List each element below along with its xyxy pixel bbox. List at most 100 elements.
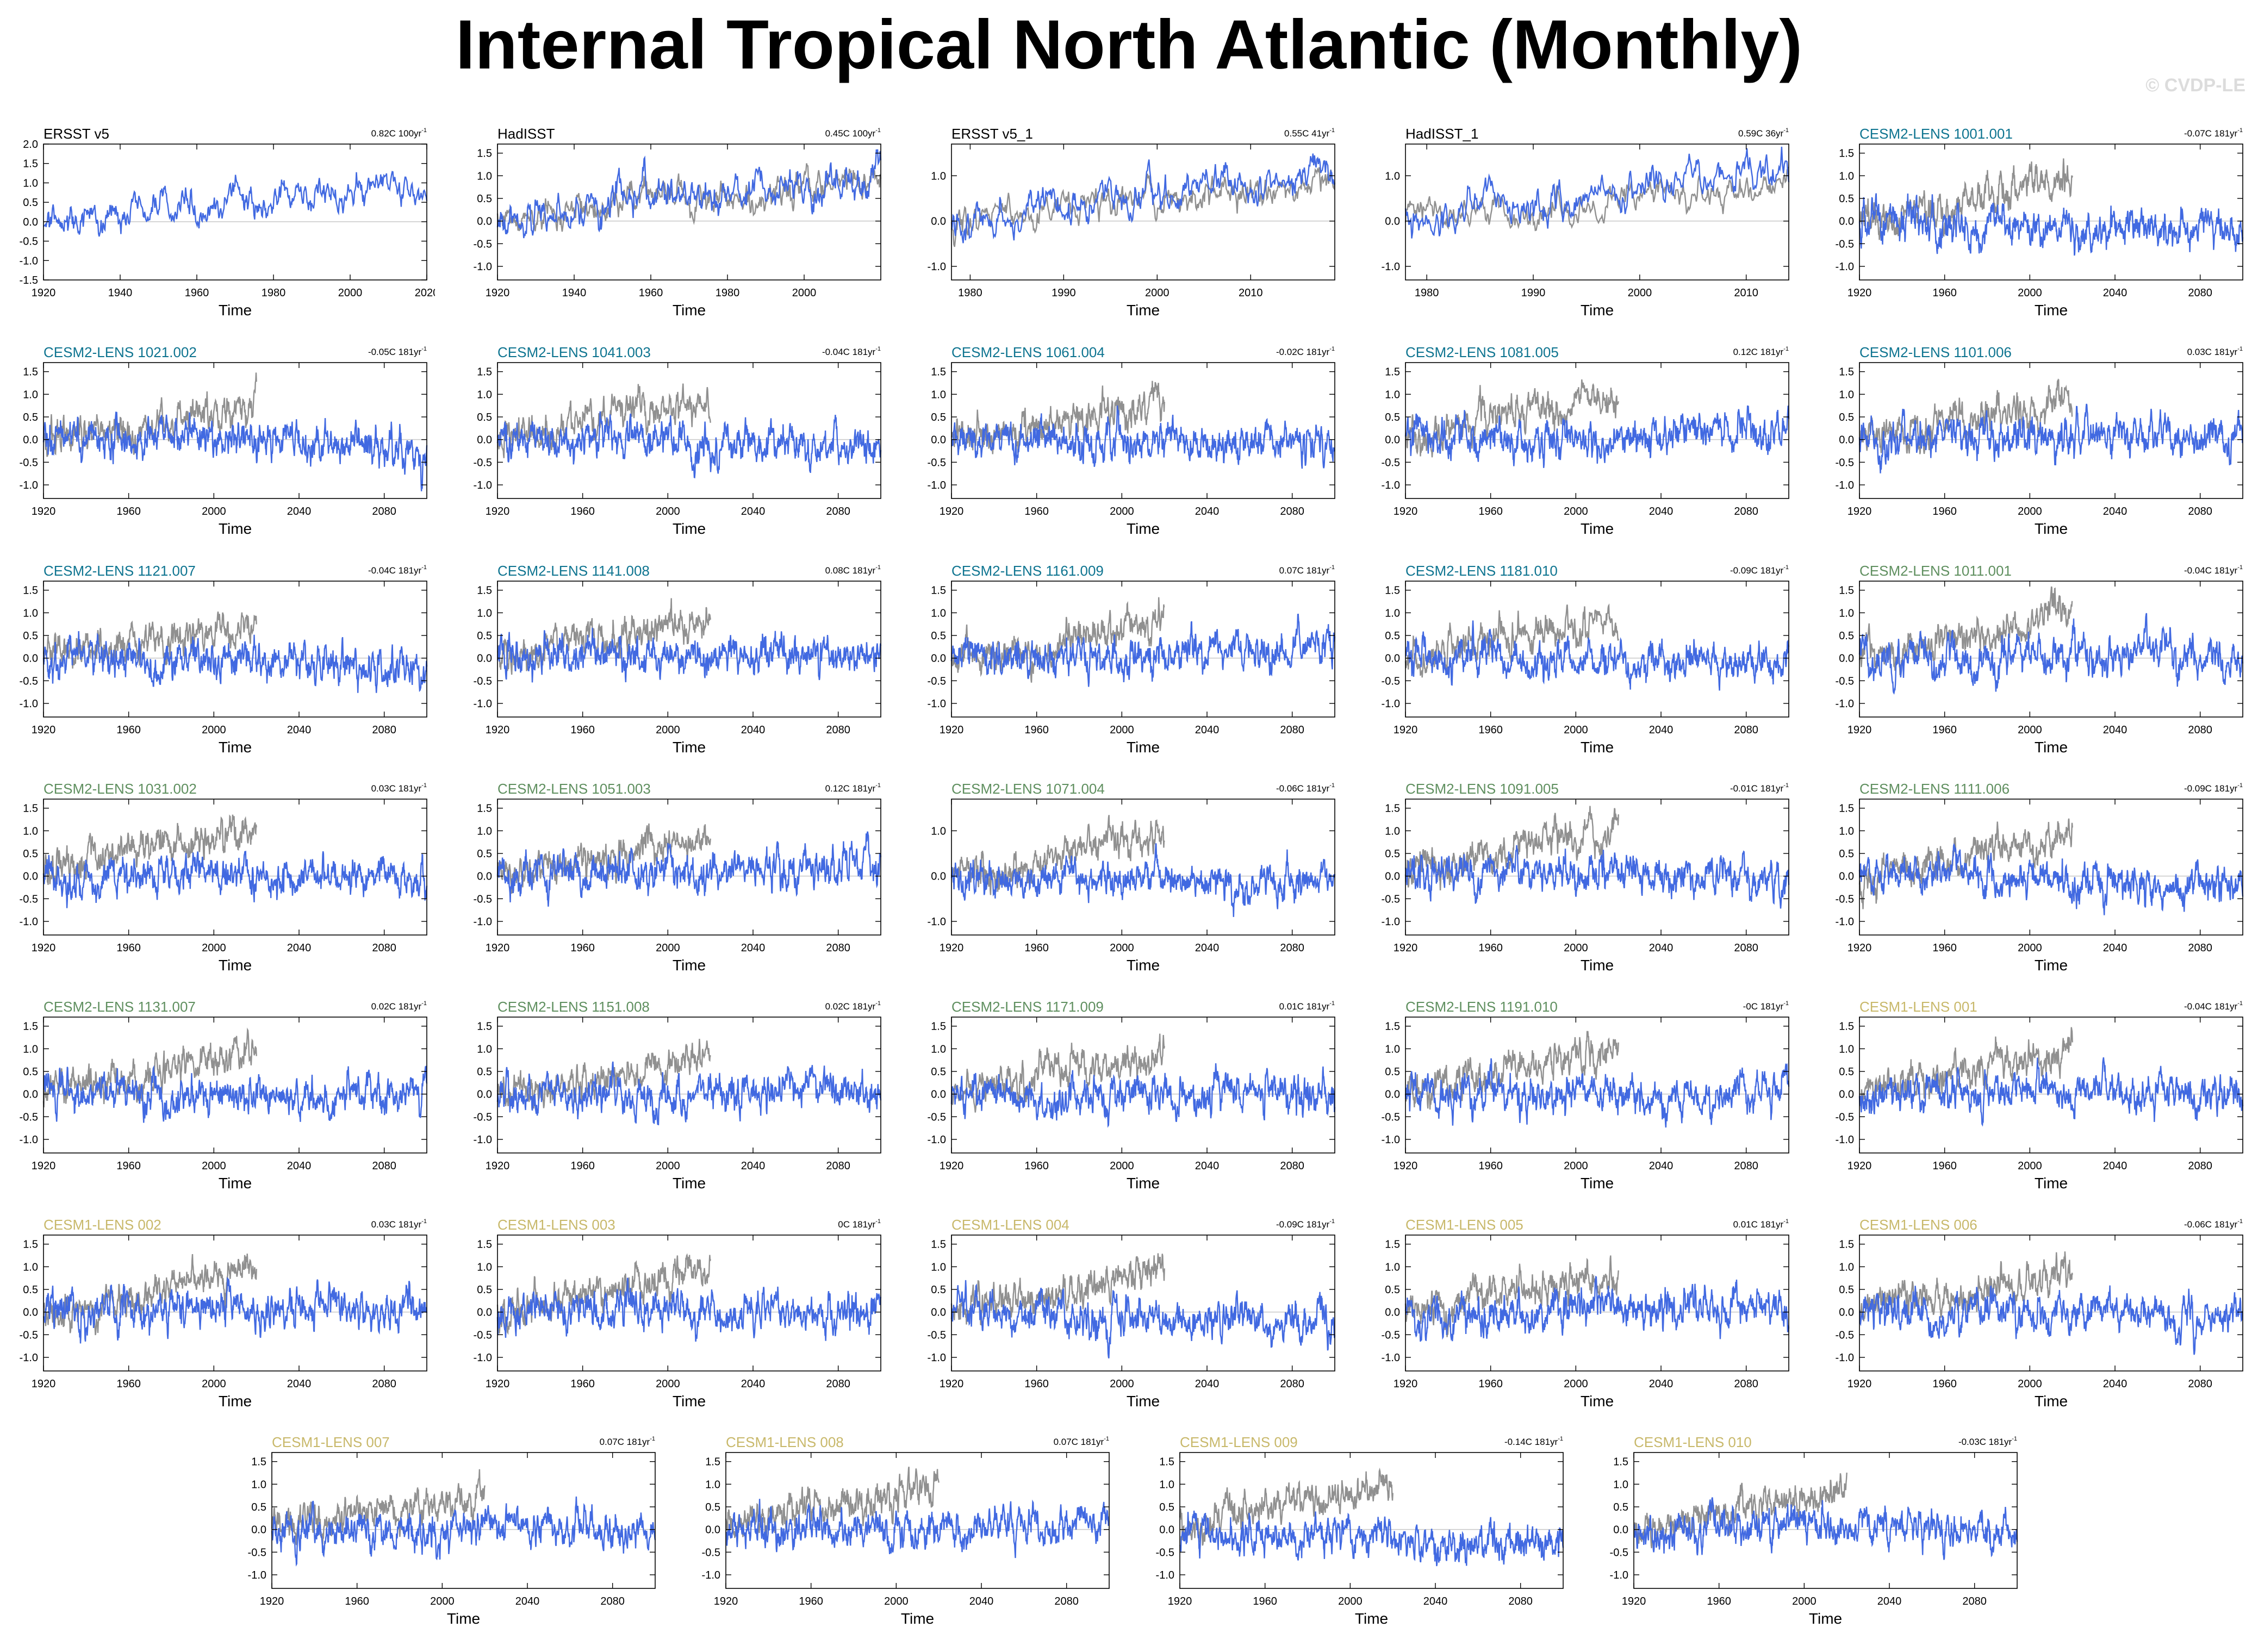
y-tick-label: 1.5 [1613,1456,1628,1468]
x-tick-label: 1990 [1521,287,1546,299]
x-axis-label: Time [1127,739,1160,756]
x-tick-label: 1960 [1024,1160,1049,1172]
y-tick-label: 1.5 [477,585,492,597]
plot-frame [1633,1452,2018,1589]
y-tick-label: 1.0 [1613,1479,1628,1491]
y-tick-label: 1.0 [931,1043,946,1055]
x-tick-label: 2080 [1280,724,1304,736]
panel-label: CESM2-LENS 1011.001 [1859,563,2012,579]
chart-panel: CESM2-LENS 1001.001 -0.07C 181yr-1 1.5 1.0 0… [1836,126,2244,319]
y-tick-label: 1.0 [931,825,946,837]
model-series-line [1858,193,2244,256]
y-tick-label: 1.0 [1385,1261,1400,1273]
x-tick-label: 2000 [1628,287,1652,299]
chart-panel: CESM2-LENS 1061.004 -0.02C 181yr-1 1.5 1.0 0… [928,344,1335,537]
trend-annotation: -0.05C 181yr-1 [368,346,427,357]
plot-frame [1405,799,1789,936]
y-tick-label: -1.0 [474,698,492,710]
observation-series-line [1858,158,2073,240]
x-tick-label: 2000 [2018,506,2042,518]
y-tick-label: -0.5 [928,1329,946,1341]
y-tick-label: 0.5 [1839,412,1854,423]
trend-annotation: 0.03C 181yr-1 [371,782,427,794]
y-tick-label: 1.5 [23,158,38,170]
panel-label: CESM2-LENS 1101.006 [1859,344,2012,360]
x-tick-label: 2000 [792,287,817,299]
y-tick-label: 0.0 [1385,1307,1400,1319]
observation-series-line [1404,1255,1619,1337]
x-tick-label: 1920 [1394,506,1418,518]
y-tick-label: 1.5 [931,1239,946,1251]
y-tick-label: -1.5 [20,275,38,286]
plot-frame [1405,1017,1789,1154]
model-series-line [496,627,882,683]
plot-frame [951,144,1335,280]
x-tick-label: 2040 [2103,287,2128,299]
y-tick-label: 0.0 [23,434,38,446]
x-axis-label: Time [2035,1175,2068,1192]
x-tick-label: 1920 [486,724,510,736]
x-axis-label: Time [673,957,706,974]
x-tick-label: 2080 [2188,1160,2212,1172]
x-axis-label: Time [1581,1175,1614,1192]
x-tick-label: 1920 [940,942,964,954]
x-tick-label: 2000 [1564,724,1588,736]
y-tick-label: 0.0 [477,871,492,883]
y-tick-label: 0.5 [931,630,946,642]
x-tick-label: 2000 [1110,1160,1134,1172]
y-tick-label: 0.0 [1839,1307,1854,1319]
x-tick-label: 2080 [2188,287,2212,299]
y-tick-label: -1.0 [1836,698,1854,710]
x-axis-label: Time [219,1393,252,1410]
x-tick-label: 1960 [345,1595,369,1607]
x-axis-label: Time [219,957,252,974]
model-series-line [496,149,882,239]
x-tick-label: 2000 [2018,1378,2042,1390]
x-tick-label: 1960 [1478,724,1503,736]
y-tick-label: 0.0 [1839,1089,1854,1101]
chart-panel: CESM2-LENS 1131.007 0.02C 181yr-1 1.5 1.0 0.… [20,999,428,1192]
y-tick-label: 0.5 [23,1066,38,1078]
y-tick-label: 0.0 [1385,216,1400,228]
y-tick-label: 0.5 [1159,1501,1174,1513]
x-axis-label: Time [219,1175,252,1192]
y-tick-label: 0.0 [931,653,946,665]
y-tick-label: 1.5 [23,366,38,378]
model-series-line [42,1277,428,1344]
x-tick-label: 2000 [1110,942,1134,954]
y-tick-label: 1.5 [1839,366,1854,378]
y-tick-label: 0.0 [931,1089,946,1101]
x-tick-label: 2000 [884,1595,909,1607]
y-tick-label: 1.0 [23,1261,38,1273]
y-tick-label: 1.5 [1385,1021,1400,1033]
plot-frame [43,581,427,718]
y-tick-label: 1.5 [1839,1021,1854,1033]
x-tick-label: 2080 [2188,506,2212,518]
plot-frame [1405,144,1789,280]
x-tick-label: 1960 [116,942,141,954]
x-tick-label: 1960 [116,724,141,736]
x-tick-label: 2040 [287,1160,312,1172]
y-tick-label: 1.0 [477,825,492,837]
y-tick-label: -1.0 [1382,916,1400,928]
model-series-line [1405,620,1790,691]
y-tick-label: 1.5 [23,1021,38,1033]
x-tick-label: 2080 [1734,506,1758,518]
trend-annotation: -0.14C 181yr-1 [1504,1436,1563,1447]
model-series-line [950,405,1335,469]
y-tick-label: 0.5 [1385,630,1400,642]
panel-label: CESM2-LENS 1161.009 [951,563,1104,579]
x-tick-label: 2080 [600,1595,625,1607]
y-tick-label: -1.0 [474,1134,492,1146]
chart-panel: CESM1-LENS 010 -0.03C 181yr-1 1.5 1.0 0.5 0.0… [1610,1434,2018,1627]
trend-annotation: 0.59C 36yr-1 [1738,127,1789,139]
trend-annotation: 0.12C 181yr-1 [1733,346,1789,357]
y-tick-label: 1.5 [705,1456,720,1468]
x-tick-label: 1920 [1848,724,1872,736]
panel-label: CESM1-LENS 005 [1405,1217,1523,1233]
x-tick-label: 2000 [202,942,226,954]
y-tick-label: 1.0 [251,1479,266,1491]
x-axis-label: Time [1127,957,1160,974]
x-tick-label: 2080 [826,1160,850,1172]
x-axis-label: Time [2035,1393,2068,1410]
